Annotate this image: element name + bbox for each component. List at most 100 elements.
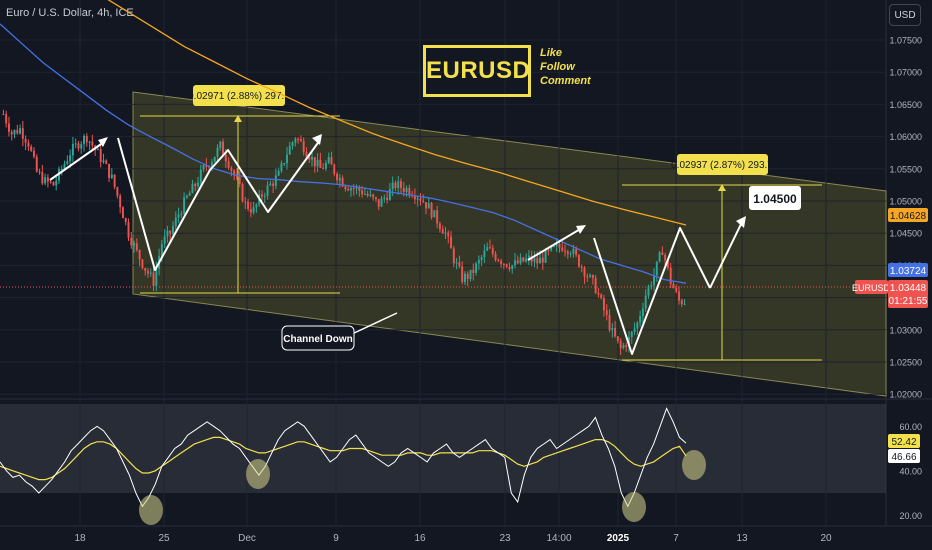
channel-down-area[interactable] xyxy=(132,91,887,397)
candle-body xyxy=(44,177,47,184)
brand-cta: Like Follow Comment xyxy=(540,46,591,88)
candle-body xyxy=(672,283,675,289)
candle-body xyxy=(639,316,642,323)
candle-body xyxy=(338,178,341,181)
measure-tool-2[interactable]: 0.02937 (2.87%) 293.7 xyxy=(622,154,822,361)
brand-logo: EURUSD xyxy=(423,45,531,97)
candle-body xyxy=(641,308,644,317)
candle-body xyxy=(286,154,288,164)
symbol-title: Euro / U.S. Dollar, 4h, ICE xyxy=(6,7,134,19)
candle-body xyxy=(119,195,122,208)
candle-body xyxy=(269,183,272,186)
candle-body xyxy=(349,188,352,191)
candle-body xyxy=(452,248,455,264)
ma-orange-line[interactable] xyxy=(90,0,687,226)
candle-body xyxy=(430,203,433,218)
rsi-ma-line[interactable] xyxy=(0,436,687,481)
candle-body xyxy=(358,187,361,191)
candle-body xyxy=(502,263,505,265)
candle-body xyxy=(422,200,425,203)
candle-body xyxy=(130,237,133,246)
ma-blue-line[interactable] xyxy=(0,23,687,284)
candle-body xyxy=(577,254,580,267)
candle-body xyxy=(155,268,158,286)
currency-button[interactable]: USD xyxy=(889,4,921,26)
channel-label-box[interactable] xyxy=(281,325,355,351)
candle-body xyxy=(224,154,227,162)
price-label-blue-ma: 1.03724 xyxy=(888,263,928,277)
price-tick-label: 1.05000 xyxy=(889,197,922,207)
candle-body xyxy=(661,252,664,255)
svg-text:1.04628: 1.04628 xyxy=(890,211,927,222)
candle-body xyxy=(194,183,197,187)
candle-body xyxy=(425,202,427,209)
candle-body xyxy=(572,248,575,254)
candle-body xyxy=(71,144,74,156)
candle-body xyxy=(441,229,444,234)
time-tick-label: 25 xyxy=(158,533,170,544)
candle-body xyxy=(508,266,511,270)
candle-body xyxy=(308,156,311,160)
candle-body xyxy=(480,257,483,260)
pattern-lines[interactable] xyxy=(49,137,711,355)
candle-body xyxy=(255,204,258,208)
projection-line[interactable] xyxy=(709,221,743,289)
candle-body xyxy=(408,188,411,196)
candle-body xyxy=(514,260,516,266)
candle-body xyxy=(299,139,302,142)
candle-body xyxy=(477,259,480,264)
candle-body xyxy=(152,272,155,286)
target-label-box[interactable] xyxy=(749,186,801,210)
candle-body xyxy=(416,198,419,200)
candle-body xyxy=(375,197,377,200)
candle-body xyxy=(347,189,350,191)
candle-body xyxy=(294,138,297,143)
candle-body xyxy=(352,188,355,190)
candle-body xyxy=(489,247,491,249)
candle-body xyxy=(344,186,347,190)
time-tick-label: 23 xyxy=(499,533,511,544)
candle-body xyxy=(13,130,16,135)
candle-body xyxy=(213,156,216,163)
measure-label-1-box xyxy=(193,85,285,106)
candle-body xyxy=(227,161,230,168)
candle-body xyxy=(655,261,658,276)
candle-body xyxy=(283,163,286,165)
candle-body xyxy=(311,157,313,160)
candle-body xyxy=(355,187,358,189)
candle-body xyxy=(183,197,186,214)
candle-body xyxy=(366,193,369,196)
candle-body xyxy=(669,267,672,284)
rsi-line[interactable] xyxy=(0,407,687,508)
candle-body xyxy=(680,300,683,305)
candle-body xyxy=(27,142,30,147)
candle-body xyxy=(41,172,44,184)
candle-body xyxy=(35,156,38,172)
candle-body xyxy=(91,141,94,146)
last-price-symbol: EURUSD xyxy=(852,283,891,293)
candle-body xyxy=(33,150,35,157)
time-tick-label: 9 xyxy=(333,533,339,544)
measure-tool-1[interactable]: 0.02971 (2.88%) 297.1 xyxy=(140,85,340,294)
last-price-value: 1.03448 xyxy=(890,283,927,294)
candle-body xyxy=(19,128,22,134)
rsi-axis: 60.00 40.00 20.00 xyxy=(899,422,922,521)
candle-body xyxy=(336,173,339,181)
candle-body xyxy=(38,171,41,173)
rsi-value-label-ma: 52.42 xyxy=(888,434,920,448)
candle-body xyxy=(608,314,611,331)
candle-body xyxy=(450,236,453,249)
candle-body xyxy=(658,252,661,262)
candle-body xyxy=(614,328,617,337)
candle-body xyxy=(261,194,263,197)
candle-body xyxy=(491,248,494,254)
candle-body xyxy=(575,248,578,255)
candle-body xyxy=(361,190,364,195)
candle-body xyxy=(455,262,458,264)
candle-body xyxy=(10,131,13,135)
candle-body xyxy=(519,257,522,264)
candle-body xyxy=(622,345,625,349)
candle-body xyxy=(210,162,213,168)
candle-body xyxy=(222,141,225,155)
